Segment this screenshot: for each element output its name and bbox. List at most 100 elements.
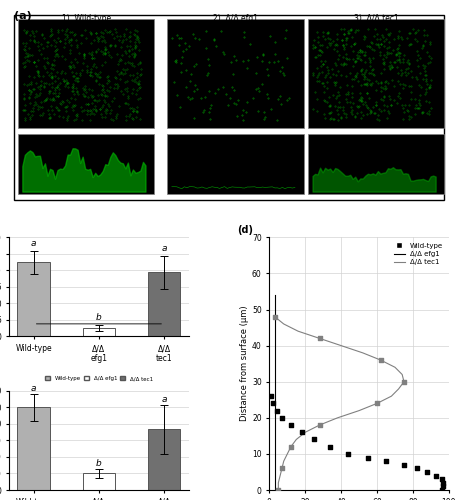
Point [92,106,99,114]
Point [79,90,87,98]
Point [54,84,61,92]
Point [365,25,372,33]
Point [22,58,29,66]
Point [81,52,88,60]
Point [62,55,69,63]
Point [262,113,269,121]
Point [48,30,55,38]
Point [414,62,421,70]
Point [33,90,40,98]
Point [40,83,48,91]
Point [172,58,180,66]
Point [352,58,360,66]
Point [22,39,30,47]
Point [58,97,65,105]
Point [198,94,205,102]
Δ/Δ efg1 [272,487,278,493]
Point [229,70,236,78]
Point [385,43,392,51]
Point [26,94,33,102]
Point [396,41,403,49]
Point [424,30,431,38]
Point [64,114,71,122]
Point [27,90,34,98]
Point [69,84,76,92]
Point [368,70,375,78]
Point [348,93,355,101]
Point [33,92,41,100]
Point [122,34,130,42]
Δ/Δ tec1 [295,328,301,334]
Point [187,96,194,104]
Point [401,80,409,88]
Point [36,82,43,90]
Point [358,81,365,89]
Point [315,77,322,85]
Point [98,110,105,118]
Point [399,68,406,76]
Point [193,86,201,94]
Point [132,50,139,58]
Point [328,64,335,72]
Point [118,56,125,64]
Point [93,106,100,114]
Point [366,94,373,102]
Point [414,51,421,59]
Point [69,82,76,90]
Point [86,28,93,36]
Point [118,51,125,59]
Point [346,69,353,77]
Point [196,34,203,42]
Δ/Δ efg1 [272,436,278,442]
Point [121,86,129,94]
Point [55,26,62,34]
Point [362,98,369,106]
Point [408,95,415,103]
Point [425,107,433,115]
Point [61,38,69,46]
Point [267,105,274,113]
Point [49,95,57,103]
Point [95,35,102,43]
Point [276,92,283,100]
Point [382,25,390,33]
Point [382,78,389,86]
Point [27,80,34,88]
Point [182,45,189,53]
FancyBboxPatch shape [14,15,444,200]
Point [365,76,373,84]
Point [420,64,427,72]
Point [204,55,212,63]
Point [26,114,33,122]
Point [90,96,97,104]
Point [318,79,326,87]
Point [351,28,359,36]
Point [354,103,362,111]
Point [59,113,66,121]
Point [316,51,323,59]
Point [374,30,381,38]
Δ/Δ tec1 [276,480,281,486]
Point [258,80,265,88]
Point [98,102,106,110]
Point [411,104,419,112]
Point [50,36,57,44]
Point [33,62,40,70]
Point [67,40,75,48]
Point [403,58,410,66]
Point [110,94,118,102]
Wild-type [311,436,318,444]
Point [86,116,93,124]
Point [48,60,55,68]
Point [45,110,53,118]
Δ/Δ tec1 [272,314,278,320]
Point [330,46,338,54]
Δ/Δ tec1 [374,400,380,406]
Point [119,65,126,73]
Point [135,36,142,44]
Point [34,68,42,76]
Point [131,62,138,70]
Point [383,50,391,58]
Point [427,58,434,66]
Point [354,77,361,85]
